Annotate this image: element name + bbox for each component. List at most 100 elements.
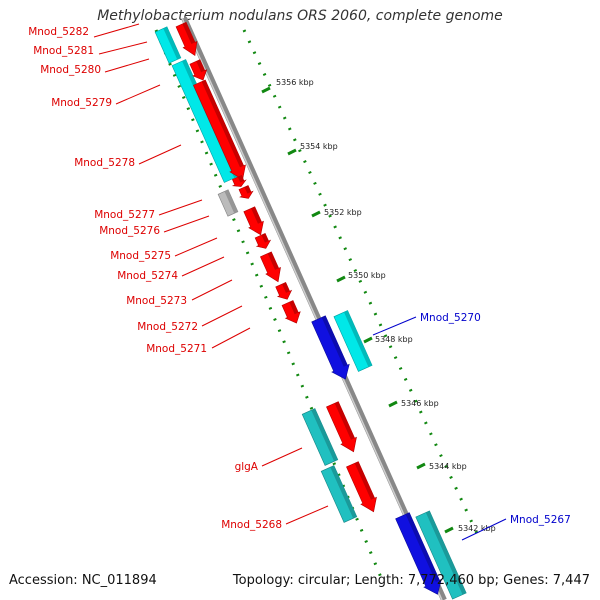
map-title: Methylobacterium nodulans ORS 2060, comp… — [97, 8, 503, 24]
kbp-tick-label: 5342 kbp — [458, 524, 496, 533]
gene-mnod-5282-box — [154, 26, 182, 64]
gene-glga-box-shade — [311, 408, 338, 462]
gene-label: Mnod_5276 — [99, 225, 160, 237]
gene-label: Mnod_5272 — [137, 321, 198, 333]
leader-line — [93, 23, 140, 38]
gene-label: Mnod_5268 — [221, 519, 282, 531]
gene-glga-shade — [334, 401, 355, 440]
leader-line — [138, 144, 182, 165]
gene-mnod-5273-shade — [267, 251, 279, 270]
gene-label: Mnod_5270 — [420, 312, 481, 324]
gene-label: Mnod_5267 — [510, 514, 571, 526]
gene-mnod-5278 — [193, 79, 246, 180]
gene-mnod-5280 — [189, 59, 208, 81]
gene-mnod-5267-blue — [395, 512, 442, 595]
gene-glga — [326, 401, 357, 453]
accession-text: Accession: NC_011894 — [9, 573, 157, 588]
kbp-tick-mark — [287, 148, 297, 156]
genome-summary-text: Topology: circular; Length: 7,772,460 bp… — [232, 573, 590, 588]
leader-line — [261, 447, 303, 467]
gene-mnod-5270-shade — [343, 310, 373, 367]
gene-mnod-5270-blue-shade — [321, 315, 348, 367]
gene-mnod-5270-blue — [311, 315, 350, 380]
gene-label: Mnod_5280 — [40, 64, 101, 76]
leader-line — [372, 316, 417, 336]
gene-mnod-5267-blue-body — [395, 512, 442, 595]
gene-mnod-5277-shade — [237, 175, 244, 183]
gene-mnod-5274-shade — [261, 233, 269, 243]
kbp-tick-label: 5350 kbp — [348, 271, 386, 280]
gene-mnod-5276-pseudo-shade — [224, 189, 238, 214]
gene-glga-body — [326, 401, 357, 453]
gene-label: Mnod_5273 — [126, 295, 187, 307]
gene-mnod-5282-box-shade — [163, 26, 181, 60]
gene-mnod-5276-pseudo — [217, 189, 239, 217]
gene-mnod-5278-body — [193, 79, 246, 180]
gene-label: Mnod_5281 — [33, 45, 94, 57]
gene-mnod-5282 — [175, 21, 198, 57]
kbp-tick-mark — [388, 400, 398, 408]
gene-mnod-5275-shade — [251, 206, 262, 224]
gene-mnod-5274 — [254, 232, 272, 249]
kbp-tick-mark — [416, 462, 426, 470]
gene-mnod-5275-body — [243, 206, 264, 236]
tick-track-2 — [242, 29, 482, 541]
gene-layer — [154, 21, 467, 600]
gene-mnod-5268-box — [320, 465, 358, 523]
gene-mnod-5273 — [260, 251, 281, 283]
gene-mnod-5271-body — [281, 300, 301, 324]
kbp-tick-mark — [444, 526, 454, 534]
gene-mnod-5280-shade — [196, 59, 205, 73]
gene-mnod-5268-box-shade — [330, 465, 357, 519]
gene-mnod-5276 — [238, 185, 254, 199]
gene-mnod-5282-body — [175, 21, 198, 57]
gene-label: Mnod_5278 — [74, 157, 135, 169]
gene-mnod-5277 — [231, 174, 247, 187]
leader-line — [181, 256, 225, 277]
gene-mnod-5272 — [275, 282, 293, 300]
gene-mnod-5267-blue-shade — [405, 512, 440, 582]
gene-label: Mnod_5275 — [110, 250, 171, 262]
gene-mnod-5268-body — [346, 461, 377, 513]
gene-mnod-5282-shade — [182, 22, 196, 44]
gene-label: glgA — [235, 461, 259, 473]
genome-backbone — [181, 16, 447, 600]
kbp-tick-mark — [311, 210, 321, 218]
kbp-tick-label: 5354 kbp — [300, 142, 338, 151]
leader-line — [201, 305, 243, 327]
gene-mnod-5270-blue-body — [311, 315, 350, 380]
leader-line — [174, 237, 218, 257]
tick-layer: 5356 kbp 5354 kbp 5352 kbp 5350 kbp 5348 kbp… — [154, 29, 496, 581]
gene-mnod-5272-shade — [282, 282, 290, 293]
gene-label: Mnod_5279 — [51, 97, 112, 109]
kbp-tick-label: 5348 kbp — [375, 335, 413, 344]
gene-mnod-5271 — [281, 300, 301, 324]
gene-mnod-5282-box-body — [154, 26, 182, 64]
leader-line — [191, 279, 233, 301]
gene-mnod-5275 — [243, 206, 264, 236]
kbp-tick-label: 5356 kbp — [276, 78, 314, 87]
kbp-tick-mark — [261, 86, 271, 94]
gene-mnod-5268 — [346, 461, 377, 513]
kbp-tick-mark — [363, 336, 373, 344]
leader-line — [158, 199, 203, 216]
gene-mnod-5278-shade — [201, 79, 244, 168]
kbp-tick-label: 5344 kbp — [429, 462, 467, 471]
gene-mnod-5273-body — [260, 251, 281, 283]
leader-line — [104, 58, 150, 73]
leader-line — [211, 327, 251, 349]
kbp-tick-label: 5352 kbp — [324, 208, 362, 217]
leader-line — [98, 41, 148, 55]
gene-mnod-5267 — [415, 510, 467, 600]
gene-mnod-5268-shade — [354, 461, 375, 500]
gene-label: Mnod_5271 — [146, 343, 207, 355]
gene-mnod-5280-body — [189, 59, 208, 81]
leader-line — [115, 84, 161, 105]
gene-mnod-5276-shade — [244, 185, 252, 194]
gene-label: Mnod_5277 — [94, 209, 155, 221]
gene-mnod-5271-shade — [289, 300, 299, 315]
leader-line — [461, 518, 507, 541]
kbp-tick-mark — [336, 275, 346, 283]
leader-line — [163, 215, 210, 233]
